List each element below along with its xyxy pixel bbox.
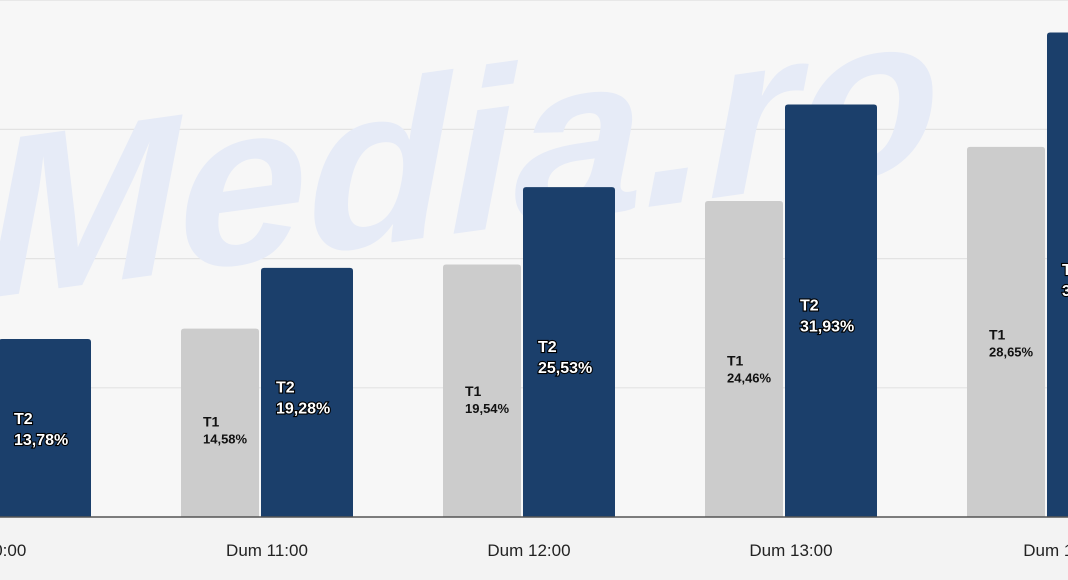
bar-label-value: 19,54% <box>465 401 510 416</box>
bar-t1 <box>967 146 1045 518</box>
bar-t2 <box>785 104 877 517</box>
bar-label-value: 28,65% <box>989 344 1034 359</box>
bar-label-value: 3 <box>1062 283 1068 300</box>
x-tick-label: 10:00 <box>0 541 26 560</box>
bar-label-value: 14,58% <box>203 432 248 447</box>
bar-label-series: T2 <box>538 339 557 356</box>
bar-t2 <box>0 338 91 517</box>
axis-background <box>0 517 1068 580</box>
x-tick-label: Dum 14 <box>1023 541 1068 560</box>
bar-t1 <box>705 200 783 517</box>
bar-label-value: 25,53% <box>538 360 592 377</box>
bar-t1 <box>181 328 259 517</box>
bar-label-series: T1 <box>989 326 1006 342</box>
bar-t1 <box>443 264 521 517</box>
bar-label-value: 19,28% <box>276 400 330 417</box>
x-tick-label: Dum 13:00 <box>749 541 832 560</box>
bar-label-value: 24,46% <box>727 370 772 385</box>
bar-label-series: T1 <box>465 383 482 399</box>
bar-t2 <box>1047 32 1068 517</box>
bar-label-series: T1 <box>203 414 220 430</box>
bar-label-series: T2 <box>1062 262 1068 279</box>
bar-t2 <box>261 267 353 517</box>
x-tick-label: Dum 12:00 <box>487 541 570 560</box>
x-tick-label: Dum 11:00 <box>226 541 308 560</box>
bar-label-series: T2 <box>276 379 295 396</box>
bar-label-value: 13,78% <box>14 432 68 449</box>
bar-label-series: T1 <box>727 352 744 368</box>
bar-label-value: 31,93% <box>800 319 854 336</box>
bar-label-series: T2 <box>800 298 819 315</box>
bar-t2 <box>523 187 615 517</box>
bar-label-series: T2 <box>14 411 33 428</box>
